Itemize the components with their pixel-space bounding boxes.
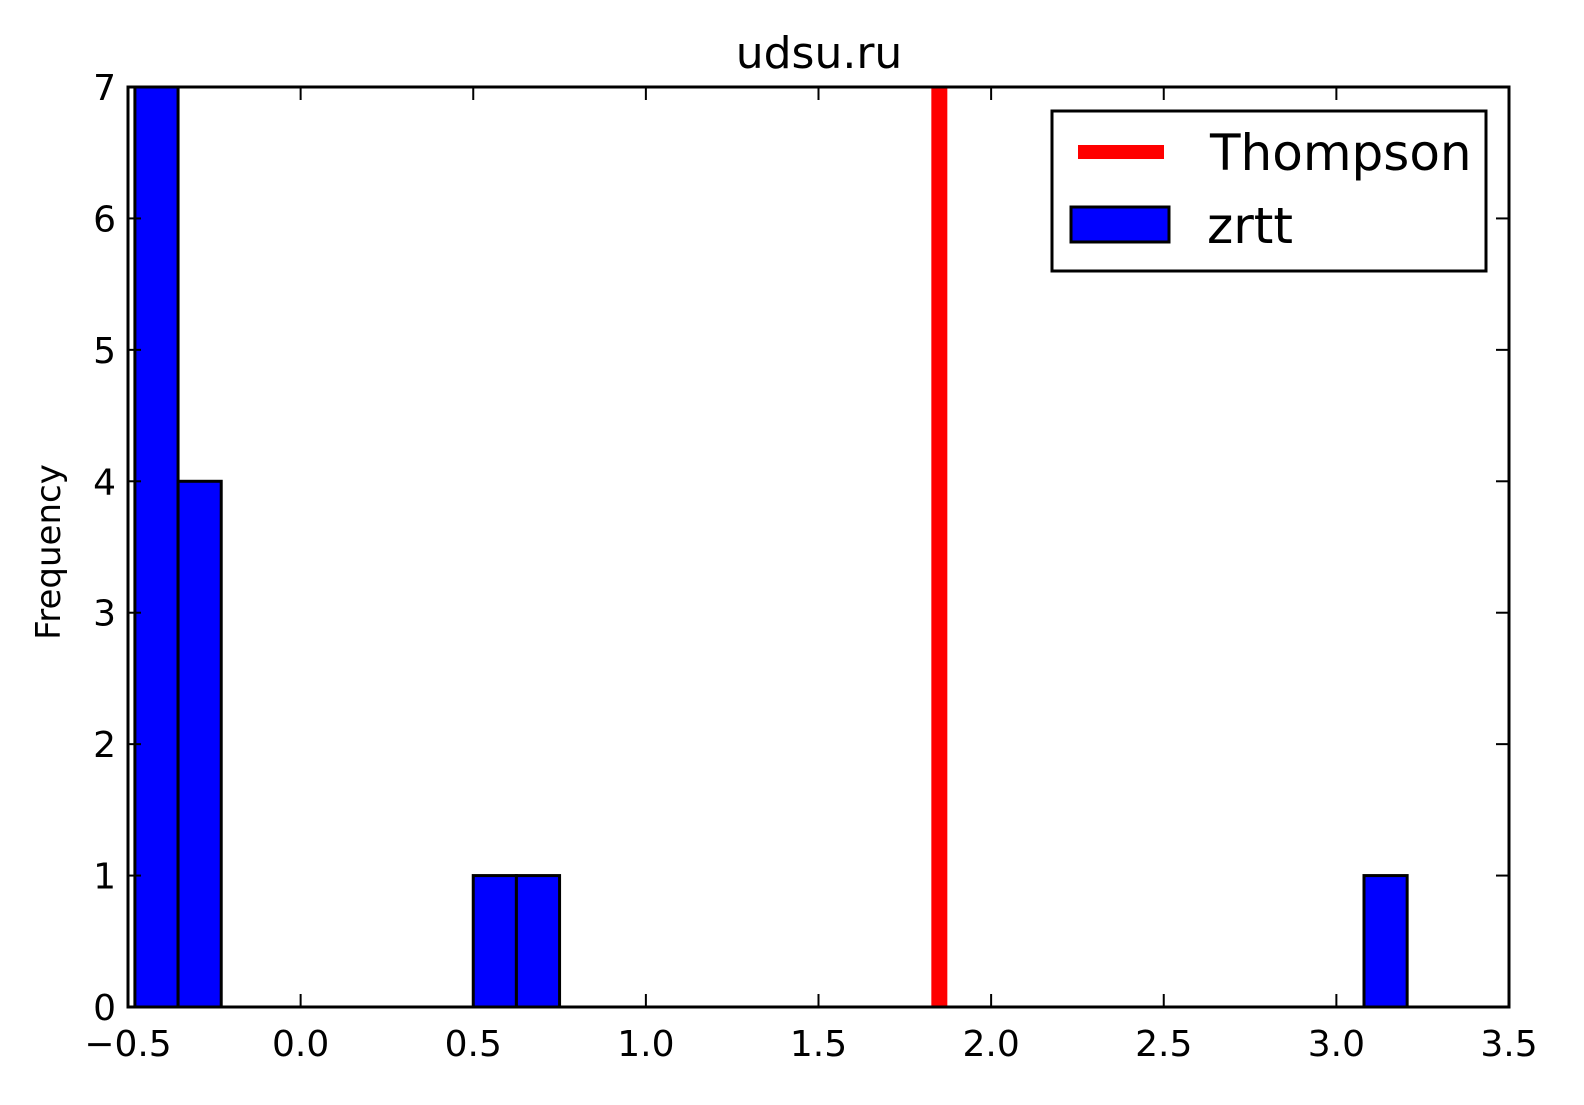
x-tick-label-2: 0.5 [445, 1024, 502, 1065]
histogram-bar-0 [133, 85, 180, 1009]
legend-zrtt-label: zrtt [1207, 197, 1293, 255]
y-tick-label-6: 6 [93, 199, 116, 240]
histogram-bar-2 [471, 874, 518, 1009]
y-tick-label-4: 4 [93, 462, 116, 503]
y-tick-label-3: 3 [93, 594, 116, 635]
y-tick-label-5: 5 [93, 331, 116, 372]
legend-thompson-label: Thompson [1209, 124, 1472, 182]
histogram-bar-1 [176, 479, 223, 1009]
x-tick-label-4: 1.5 [790, 1024, 847, 1065]
legend-frame [1050, 109, 1488, 273]
y-tick-label-2: 2 [93, 725, 116, 766]
x-tick-label-6: 2.5 [1135, 1024, 1192, 1065]
histogram-bar-3 [514, 874, 562, 1009]
axis-ticks [127, 86, 1510, 1008]
histogram-bar-4 [1362, 874, 1409, 1009]
histogram-bars [133, 85, 1409, 1009]
y-axis-tick-labels: 0 1 2 3 4 5 6 7 [93, 68, 116, 1029]
y-axis-label: Frequency [29, 464, 69, 640]
x-tick-label-1: 0.0 [272, 1024, 329, 1065]
y-tick-label-0: 0 [93, 988, 116, 1029]
x-tick-label-8: 3.5 [1480, 1024, 1537, 1065]
y-tick-label-1: 1 [93, 857, 116, 898]
x-tick-label-5: 2.0 [962, 1024, 1019, 1065]
y-tick-label-7: 7 [93, 68, 116, 109]
legend: Thompson zrtt [1050, 109, 1488, 273]
x-tick-label-0: −0.5 [84, 1024, 171, 1065]
x-axis-tick-labels: −0.5 0.0 0.5 1.0 1.5 2.0 2.5 3.0 3.5 [84, 1024, 1537, 1065]
x-tick-label-7: 3.0 [1308, 1024, 1365, 1065]
x-tick-label-3: 1.0 [617, 1024, 674, 1065]
legend-zrtt-swatch [1069, 205, 1171, 244]
chart-title: udsu.ru [736, 28, 903, 79]
